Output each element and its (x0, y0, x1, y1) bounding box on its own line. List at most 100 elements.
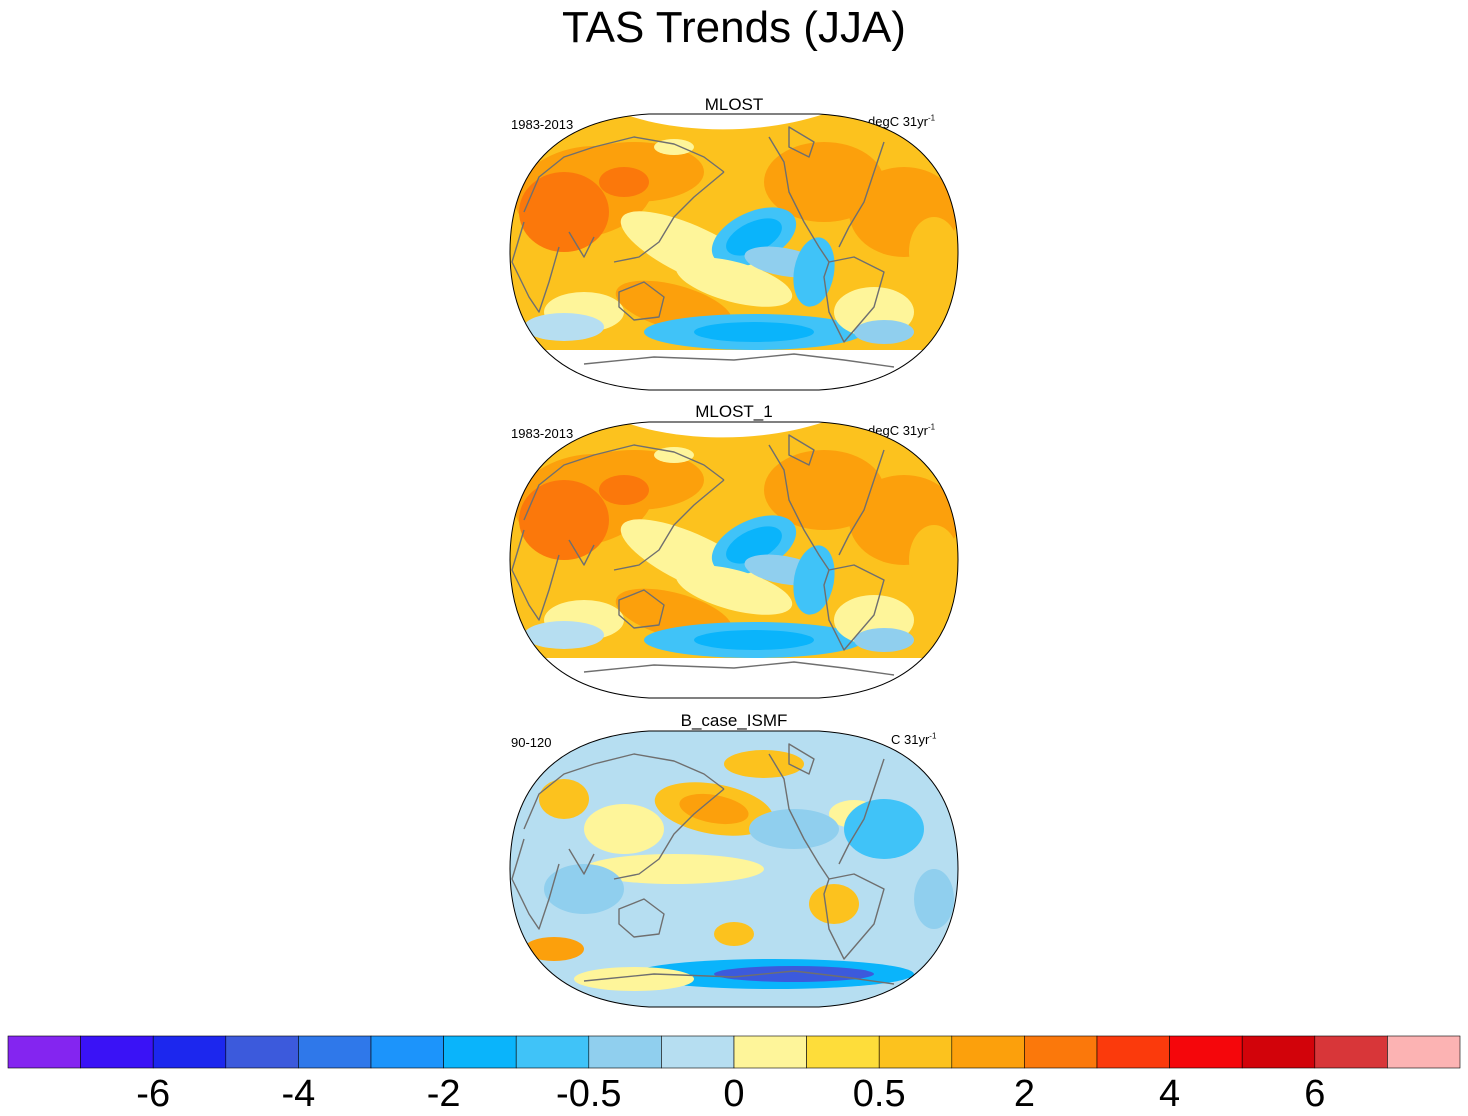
colorbar-tick-label: 0.5 (852, 1073, 906, 1115)
trend-region (519, 480, 609, 560)
panel-units: C 31yr-1 (891, 731, 937, 747)
coastline (523, 444, 725, 521)
panel-title: MLOST_1 (695, 402, 773, 421)
colorbar-tick-label: -0.5 (556, 1073, 622, 1115)
trend-region (809, 884, 859, 924)
trend-region (909, 525, 958, 595)
coastline (613, 788, 725, 880)
trend-region (524, 313, 604, 341)
map-outline (509, 113, 959, 391)
coastline (768, 444, 830, 571)
panel-units: degC 31yr-1 (868, 113, 936, 129)
coastline (838, 141, 885, 248)
panel-title: B_case_ISMF (680, 711, 788, 730)
colorbar-swatch (588, 1035, 662, 1069)
colorbar (7, 1035, 1461, 1069)
colorbar-swatch (733, 1035, 807, 1069)
coastline (511, 221, 560, 313)
colorbar-swatch (1314, 1035, 1388, 1069)
colorbar-swatch (1096, 1035, 1170, 1069)
colorbar-swatch (515, 1035, 590, 1069)
colorbar-swatch (951, 1035, 1025, 1069)
trend-region (675, 565, 793, 615)
coastline (583, 970, 895, 985)
coastline (523, 136, 725, 213)
trend-region (714, 922, 754, 946)
panel-title: MLOST (704, 95, 764, 114)
trend-region (749, 809, 839, 849)
trend-region (726, 218, 782, 256)
trend-region (654, 447, 694, 463)
trend-region (726, 526, 782, 564)
trend-region (679, 793, 749, 825)
trend-region (574, 967, 694, 991)
trend-region (694, 322, 814, 342)
coastline (768, 136, 830, 263)
panel-period: 1983-2013 (511, 117, 574, 132)
coastline (618, 589, 665, 629)
coastline (823, 873, 885, 960)
trend-region (914, 869, 954, 929)
coastline (618, 281, 665, 321)
figure-title: TAS Trends (JJA) (562, 3, 906, 52)
trend-region (599, 475, 649, 505)
trend-region (714, 966, 874, 982)
colorbar-tick-label: 6 (1304, 1073, 1326, 1115)
coastline (613, 171, 725, 263)
colorbar-swatch (1169, 1035, 1243, 1069)
colorbar-swatch (1024, 1035, 1098, 1069)
colorbar-tick-label: -2 (426, 1073, 461, 1115)
colorbar-swatch (661, 1035, 735, 1069)
trend-region (654, 139, 694, 155)
trend-region (844, 799, 924, 859)
trend-region (524, 621, 604, 649)
trend-region (599, 167, 649, 197)
coastline (838, 449, 885, 556)
colorbar-swatch (370, 1035, 444, 1069)
trend-region (584, 804, 664, 854)
trend-region (675, 257, 793, 307)
trend-region (694, 630, 814, 650)
coastline (618, 898, 665, 938)
colorbar-swatch (1387, 1035, 1461, 1069)
panel-units: degC 31yr-1 (868, 422, 936, 438)
coastline (568, 231, 595, 258)
coastline (511, 838, 560, 930)
coastline (768, 753, 830, 880)
coastline (613, 479, 725, 571)
colorbar-swatch (225, 1035, 299, 1069)
colorbar-swatch (80, 1035, 154, 1069)
colorbar-tick-label: 0 (723, 1073, 745, 1115)
coastline (583, 661, 895, 676)
trend-region (544, 864, 624, 914)
trend-region (854, 320, 914, 344)
coastline (511, 529, 560, 621)
map-outline (509, 730, 959, 1008)
coastline (823, 256, 885, 343)
coastline (568, 848, 595, 875)
panel-period: 1983-2013 (511, 426, 574, 441)
colorbar-swatch (152, 1035, 227, 1069)
trend-region (909, 217, 958, 287)
colorbar-tick-label: -6 (136, 1073, 171, 1115)
colorbar-tick-label: -4 (281, 1073, 316, 1115)
colorbar-swatch (7, 1035, 81, 1069)
colorbar-tick-label: 4 (1159, 1073, 1181, 1115)
trend-region (524, 937, 584, 961)
colorbar-labels: -6 -4 -2 -0.5 0 0.5 2 4 6 (0, 1072, 1468, 1116)
trend-region (539, 779, 589, 819)
panel-period: 90-120 (511, 735, 552, 750)
coastline (823, 564, 885, 651)
coastline (788, 743, 815, 775)
map-outline (509, 421, 959, 699)
trend-region (854, 628, 914, 652)
colorbar-swatch (1241, 1035, 1316, 1069)
coastline (838, 758, 885, 865)
colorbar-swatch (878, 1035, 953, 1069)
coastline (788, 434, 815, 466)
coastline (788, 126, 815, 158)
colorbar-swatch (443, 1035, 517, 1069)
